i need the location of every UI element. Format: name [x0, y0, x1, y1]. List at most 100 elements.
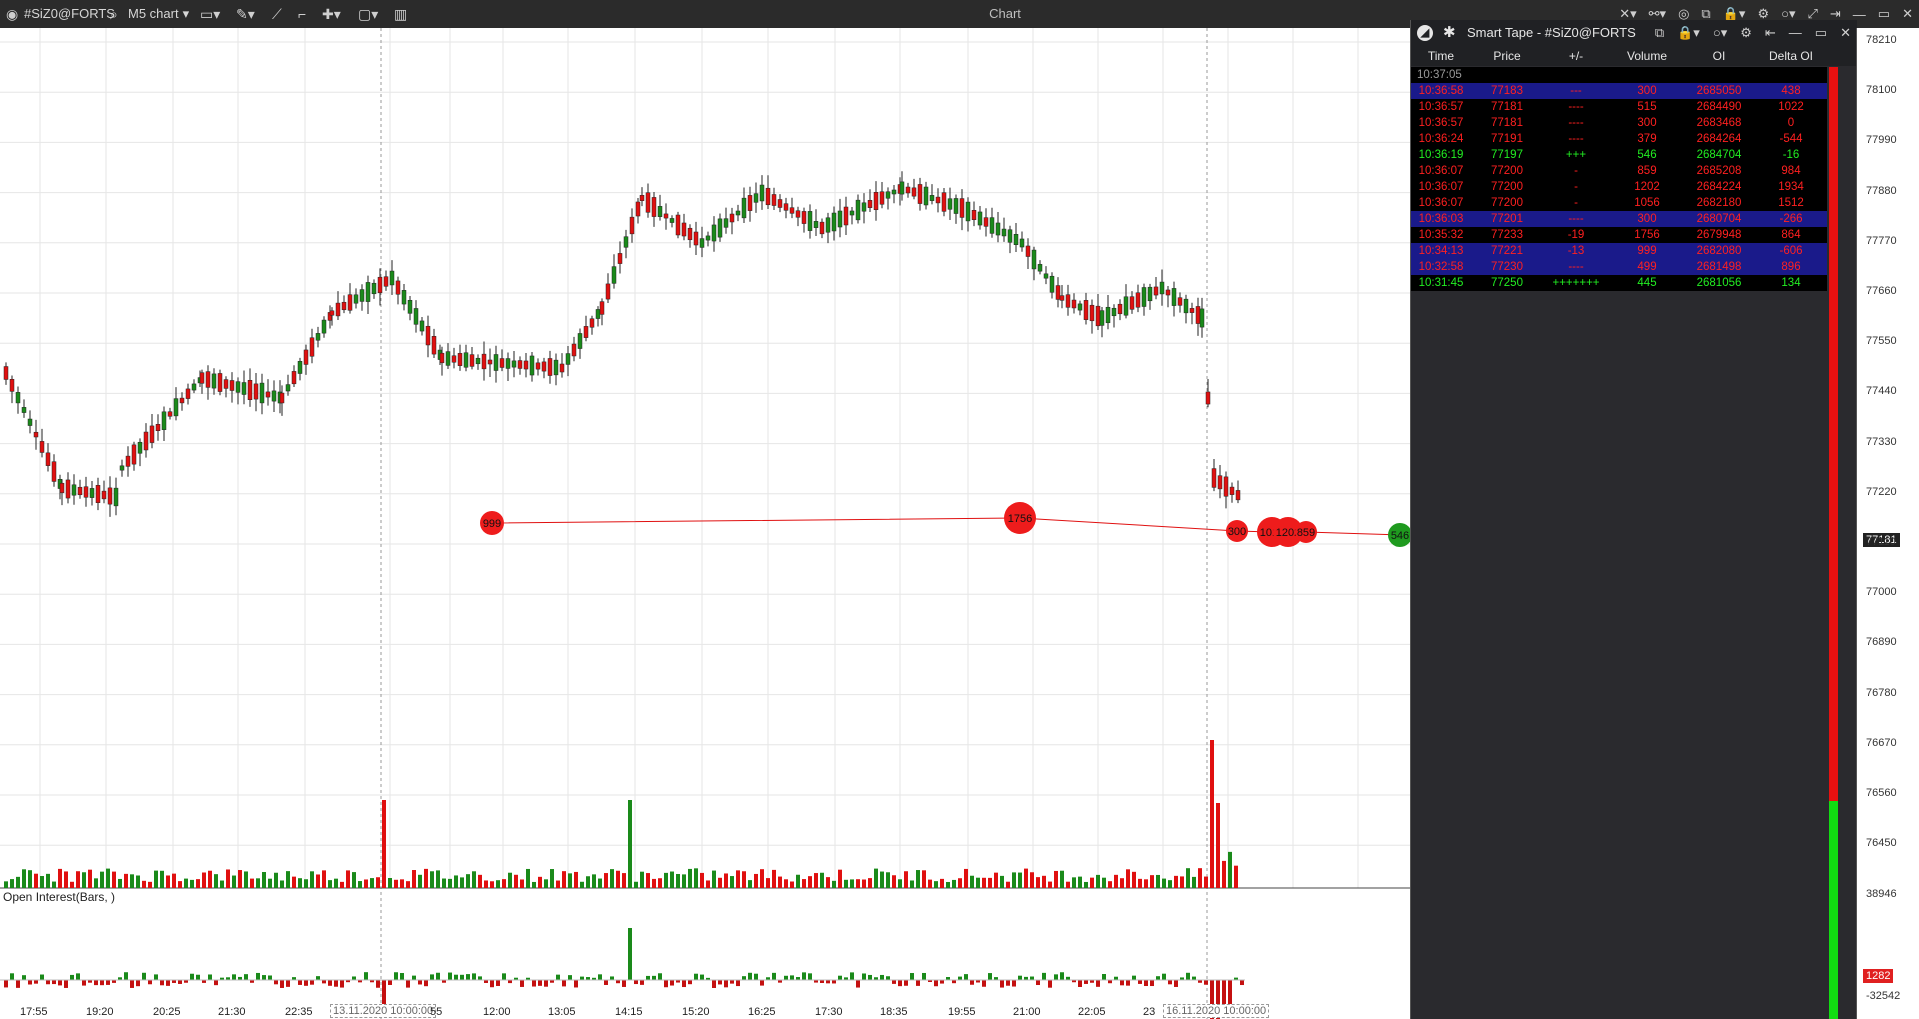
- tape-cell-change: -: [1574, 197, 1578, 209]
- lock-icon[interactable]: 🔒▾: [1722, 6, 1746, 21]
- tape-row[interactable]: 10:36:19 77197 +++ 546 2684704 -16: [1411, 147, 1827, 163]
- oi-bar: [10, 973, 14, 980]
- tape-cell-oi: 2683468: [1696, 117, 1742, 129]
- chart-type-dropdown[interactable]: M5 chart ▾: [128, 6, 190, 21]
- tape-row[interactable]: 10:36:24 77191 ---- 379 2684264 -544: [1411, 131, 1827, 147]
- col-oi[interactable]: OI: [1712, 49, 1726, 63]
- candle: [935, 196, 941, 204]
- search-icon[interactable]: ⌕: [110, 6, 118, 22]
- volume-bar: [1144, 879, 1148, 888]
- tape-row[interactable]: 10:36:07 77200 - 859 2685208 984: [1411, 163, 1827, 179]
- volume-bar: [862, 879, 866, 888]
- volume-bar: [160, 870, 164, 888]
- maximize-icon[interactable]: ▭: [1814, 25, 1828, 40]
- pin-icon[interactable]: ✕▾: [1619, 6, 1637, 21]
- candle: [789, 207, 795, 214]
- candle: [753, 193, 759, 203]
- tape-row[interactable]: 10:31:45 77250 +++++++ 445 2681056 134: [1411, 275, 1827, 291]
- volume-bar: [514, 874, 518, 888]
- smart-tape-title: Smart Tape - #SiZ0@FORTS: [1467, 25, 1636, 40]
- tape-row[interactable]: 10:36:57 77181 ---- 300 2683468 0: [1411, 115, 1827, 131]
- circle-icon[interactable]: ○▾: [1712, 25, 1728, 40]
- oi-panel-title: Open Interest(Bars, ): [3, 890, 116, 904]
- oi-bar: [1006, 980, 1010, 986]
- detach-icon[interactable]: ⇥: [1829, 6, 1841, 21]
- expand-icon[interactable]: ⤢: [1807, 6, 1818, 21]
- col-volume[interactable]: Volume: [1626, 49, 1668, 63]
- candle: [1031, 249, 1037, 270]
- tape-row[interactable]: 10:36:03 77201 ---- 300 2680704 -266: [1411, 211, 1827, 227]
- symbol-selector[interactable]: #SiZ0@FORTS: [24, 6, 115, 21]
- indicator-icon[interactable]: ⟋: [272, 6, 282, 22]
- tape-row[interactable]: 10:36:07 77200 - 1056 2682180 1512: [1411, 195, 1827, 211]
- oi-bar: [364, 972, 368, 980]
- candle: [119, 465, 125, 471]
- minimize-icon[interactable]: —: [1788, 25, 1802, 40]
- lock-icon[interactable]: 🔒▾: [1677, 25, 1700, 40]
- volume-bar: [490, 881, 494, 888]
- detach-icon[interactable]: ⇤: [1764, 25, 1776, 40]
- candle: [995, 222, 1001, 236]
- settings-icon[interactable]: ⚙: [1757, 6, 1770, 21]
- volume-bar: [16, 876, 20, 888]
- tape-row[interactable]: 10:36:58 77183 --- 300 2685050 438: [1411, 83, 1827, 99]
- candle: [321, 319, 327, 334]
- chart-area[interactable]: 999 1756 300 1012 1202 859 546 Open Interest(B…: [0, 28, 1410, 1019]
- candle: [885, 191, 891, 199]
- candle: [235, 381, 241, 393]
- volume-bar: [1036, 877, 1040, 888]
- link-icon[interactable]: ⚯▾: [1648, 6, 1667, 21]
- oi-bar: [202, 980, 206, 983]
- asterisk-icon[interactable]: ✱: [1443, 24, 1456, 41]
- volume-bar: [874, 868, 878, 888]
- volume-bar: [382, 800, 386, 888]
- candle: [389, 270, 395, 286]
- tape-row[interactable]: 10:32:58 77230 ---- 499 2681498 896: [1411, 259, 1827, 275]
- col-price[interactable]: Price: [1493, 49, 1521, 63]
- candle: [1129, 296, 1135, 310]
- tape-row[interactable]: 10:36:07 77200 - 1202 2684224 1934: [1411, 179, 1827, 195]
- circle-icon[interactable]: ○▾: [1781, 6, 1796, 21]
- camera-icon[interactable]: ◎: [1678, 6, 1690, 21]
- time-axis-label: 14:15: [615, 1006, 643, 1018]
- tape-row[interactable]: 10:35:32 77233 -19 1756 2679948 864: [1411, 227, 1827, 243]
- tape-row[interactable]: 10:36:57 77181 ---- 515 2684490 1022: [1411, 99, 1827, 115]
- copy-icon[interactable]: ⧉: [1654, 25, 1665, 40]
- window-layout-icon[interactable]: ▢▾: [358, 6, 379, 22]
- tape-row[interactable]: 10:34:13 77221 -13 999 2682080 -606: [1411, 243, 1827, 259]
- oi-bar: [304, 980, 308, 986]
- close-icon[interactable]: ✕: [1902, 6, 1913, 21]
- volume-bar: [916, 870, 920, 888]
- tape-cell-delta: -544: [1779, 133, 1803, 145]
- oi-bar: [682, 980, 686, 988]
- close-icon[interactable]: ✕: [1840, 25, 1851, 40]
- col-change[interactable]: +/-: [1568, 49, 1584, 63]
- trade-bubble-label: 1202: [1276, 527, 1300, 539]
- panel-icon[interactable]: ▥: [394, 6, 408, 22]
- candle: [807, 211, 813, 231]
- minimize-icon[interactable]: —: [1852, 6, 1866, 22]
- oi-bar: [532, 980, 536, 987]
- ruler-icon[interactable]: ⌐: [298, 6, 307, 22]
- crosshair-icon[interactable]: ✚▾: [322, 6, 341, 22]
- maximize-icon[interactable]: ▭: [1877, 6, 1891, 21]
- draw-tool-icon[interactable]: ✎▾: [236, 6, 255, 22]
- oi-bar: [526, 977, 530, 980]
- volume-bar: [694, 868, 698, 888]
- candle: [247, 380, 253, 400]
- candle: [855, 199, 861, 221]
- price-axis[interactable]: 77181 38946 1282 -32542 78210 78100 77990 7…: [1856, 28, 1919, 1019]
- volume-bar: [328, 880, 332, 888]
- template-icon[interactable]: ▭▾: [200, 6, 221, 22]
- tape-cell-change: +++: [1565, 149, 1587, 161]
- current-price-badge: 77181: [1863, 533, 1900, 547]
- settings-icon[interactable]: ⚙: [1740, 25, 1752, 40]
- trade-bubble: [480, 511, 504, 535]
- col-time[interactable]: Time: [1427, 49, 1455, 63]
- col-delta-oi[interactable]: Delta OI: [1768, 49, 1813, 63]
- candle: [553, 359, 559, 376]
- candle: [499, 358, 505, 368]
- volume-bar: [988, 877, 992, 888]
- copy-icon[interactable]: ⧉: [1701, 6, 1711, 21]
